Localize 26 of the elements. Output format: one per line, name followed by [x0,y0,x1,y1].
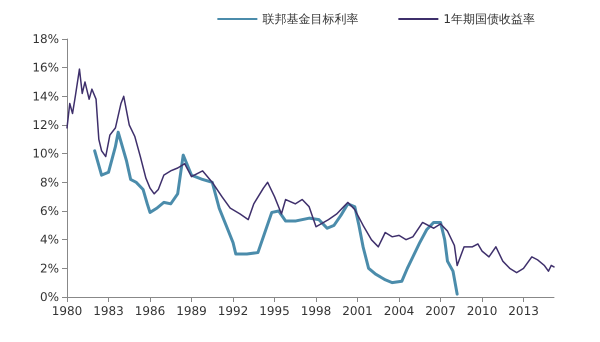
x-tick-label: 2004 [384,304,414,318]
x-tick-label: 2007 [425,304,456,318]
x-tick-label: 2013 [508,304,539,318]
y-tick-label: 4% [40,232,59,247]
y-tick-label: 16% [32,60,59,75]
x-tick-label: 1980 [52,304,82,318]
y-tick-label: 10% [32,146,59,161]
line-series [93,130,459,296]
x-tick-label: 1995 [259,304,290,318]
x-tick-label: 1989 [176,304,207,318]
y-tick-label: 2% [40,261,59,276]
x-tick-label: 1992 [218,304,248,318]
y-tick-label: 0% [40,290,59,304]
y-tick-label: 12% [32,118,59,132]
legend-label: 1年期国债收益率 [443,12,536,26]
x-tick-label: 1983 [93,304,124,318]
y-tick-label: 6% [40,204,59,218]
x-tick-label: 2001 [342,304,373,318]
legend-label: 联邦基金目标利率 [262,12,358,26]
y-tick-label: 14% [32,89,59,104]
y-tick-label: 8% [40,175,59,190]
x-tick-label: 1998 [300,304,332,318]
y-tick-label: 18% [32,32,59,46]
x-tick-label: 1986 [134,304,166,318]
line-series [66,68,555,274]
x-tick-label: 2010 [466,304,498,318]
